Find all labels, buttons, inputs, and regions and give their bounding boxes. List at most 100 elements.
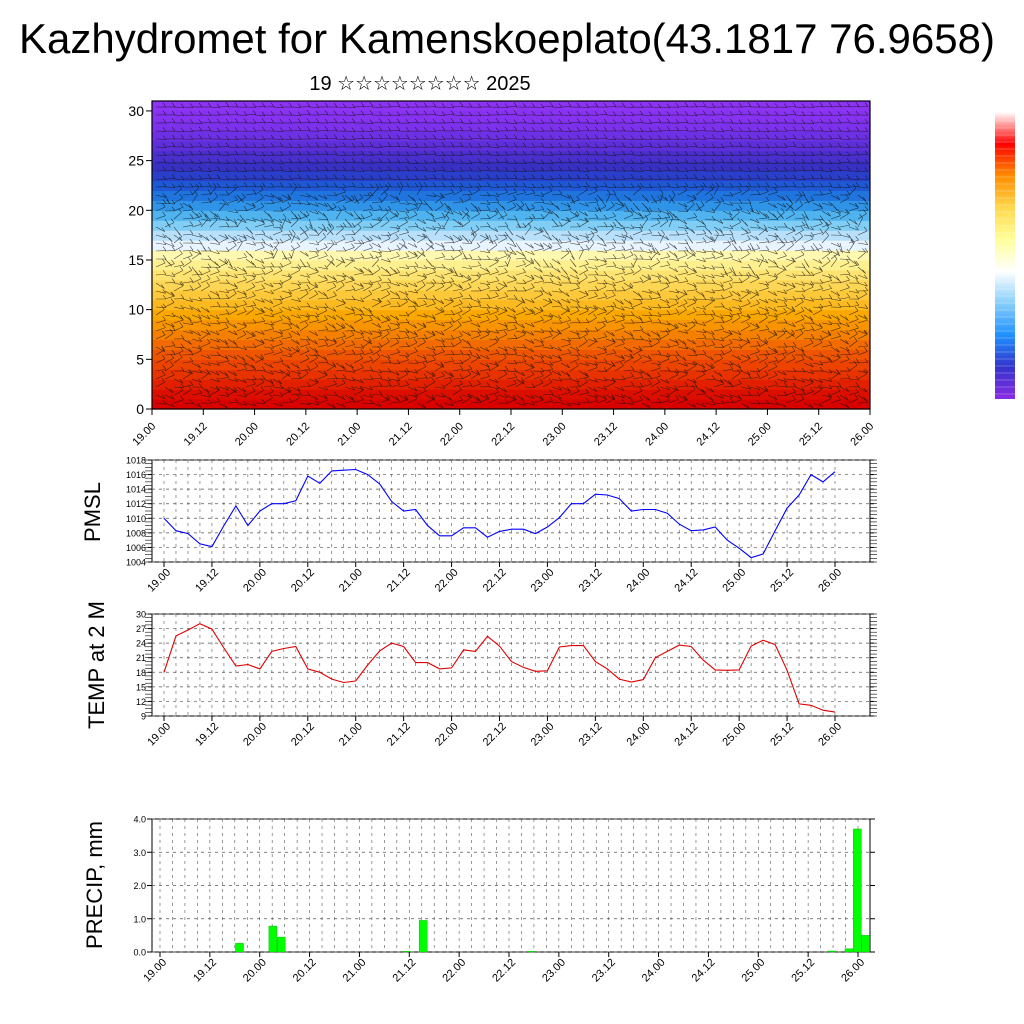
wind-barb <box>659 162 670 165</box>
wind-barb <box>497 214 508 220</box>
wind-barb-flag <box>845 258 850 264</box>
wind-barb-flag <box>169 237 173 243</box>
wind-barb <box>596 258 607 263</box>
wind-barb <box>848 187 857 196</box>
wind-barb <box>362 247 373 252</box>
wind-barb-flag <box>171 349 176 355</box>
wind-barb <box>767 318 778 324</box>
wind-barb-flag <box>756 102 761 108</box>
wind-barb <box>335 106 347 108</box>
wind-barb-flag <box>729 118 734 124</box>
wind-barb-flag <box>432 346 436 351</box>
wind-barb-flag <box>781 329 786 334</box>
wind-barb-flag <box>486 150 491 155</box>
wind-barb <box>605 289 616 292</box>
wind-barb <box>209 217 220 220</box>
wind-barb-flag <box>495 328 500 334</box>
wind-barb-flag <box>828 111 833 116</box>
wind-barb-flag <box>864 183 869 188</box>
wind-barb <box>173 326 184 332</box>
wind-barb-flag <box>675 102 680 108</box>
wind-barb-flag <box>503 234 508 239</box>
wind-barb-flag <box>225 323 229 328</box>
wind-barb-flag <box>746 321 750 327</box>
wind-barb <box>389 248 400 252</box>
wind-barb <box>794 346 805 352</box>
wind-barb <box>812 208 823 212</box>
wind-barb-flag <box>683 202 688 208</box>
wind-barb-flag <box>486 159 491 164</box>
wind-barb-flag <box>809 282 814 288</box>
wind-barb-flag <box>333 110 338 116</box>
wind-barb-flag <box>774 187 778 193</box>
wind-barb-flag <box>224 234 229 239</box>
wind-barb-flag <box>846 233 850 238</box>
wind-barb-flag <box>819 158 824 164</box>
wind-barb <box>632 210 642 217</box>
wind-barb <box>200 285 210 292</box>
wind-barb-flag <box>837 126 842 132</box>
wind-barb-flag <box>621 245 626 250</box>
wind-barb-flag <box>503 330 508 335</box>
wind-barb <box>218 106 230 108</box>
wind-barb <box>290 349 300 356</box>
wind-barb-flag <box>386 329 390 334</box>
wind-barb-flag <box>178 232 182 237</box>
wind-barb <box>461 211 469 220</box>
wind-barb <box>254 186 266 188</box>
wind-barb-flag <box>468 316 472 321</box>
wind-barb-flag <box>566 305 570 310</box>
wind-barb-flag <box>571 255 575 261</box>
wind-barb-flag <box>585 217 589 223</box>
wind-barb-flag <box>405 311 410 317</box>
wind-barb-flag <box>171 134 176 140</box>
wind-barb-flag <box>291 245 295 250</box>
wind-barb <box>749 234 759 241</box>
wind-barb <box>299 293 309 300</box>
wind-barb <box>524 306 534 314</box>
wind-barb <box>722 314 733 317</box>
wind-barb-flag <box>315 159 320 164</box>
wind-barb <box>488 146 500 148</box>
wind-barb-flag <box>557 260 561 265</box>
wind-barb-flag <box>801 281 805 286</box>
wind-barb <box>533 310 544 316</box>
wind-barb-flag <box>603 242 607 247</box>
wind-barb <box>632 138 644 140</box>
wind-barb-flag <box>720 294 725 299</box>
wind-barb <box>803 329 814 332</box>
wind-barb-flag <box>720 182 725 187</box>
wind-barb <box>281 257 292 260</box>
wind-barb-flag <box>395 315 399 321</box>
wind-barb-flag <box>350 276 354 281</box>
wind-barb-flag <box>711 309 716 315</box>
wind-barb <box>488 271 499 276</box>
wind-barb-flag <box>549 111 554 116</box>
wind-barb-flag <box>294 214 298 219</box>
wind-barb-flag <box>405 328 410 333</box>
wind-barb-flag <box>170 322 175 328</box>
wind-barb-flag <box>342 126 347 132</box>
wind-barb-flag <box>828 248 833 253</box>
wind-barb <box>623 298 633 305</box>
wind-barb <box>362 319 373 324</box>
wind-barb-flag <box>441 166 446 171</box>
wind-barb-flag <box>711 296 716 302</box>
wind-barb-flag <box>603 150 608 156</box>
wind-barb-flag <box>594 134 599 140</box>
wind-barb <box>497 271 508 276</box>
wind-barb <box>191 169 202 172</box>
wind-barb <box>443 242 455 244</box>
wind-barb-flag <box>810 196 814 201</box>
wind-barb-flag <box>494 227 499 232</box>
wind-barb-flag <box>171 312 176 317</box>
wind-barb <box>578 269 588 276</box>
wind-barb <box>704 313 715 316</box>
wind-barb <box>614 234 625 238</box>
wind-barb <box>335 260 345 268</box>
wind-barb-flag <box>521 235 526 240</box>
wind-barb-flag <box>585 182 590 187</box>
wind-barb <box>830 322 841 325</box>
wind-barb-flag <box>270 344 275 349</box>
wind-barb-flag <box>306 134 311 140</box>
